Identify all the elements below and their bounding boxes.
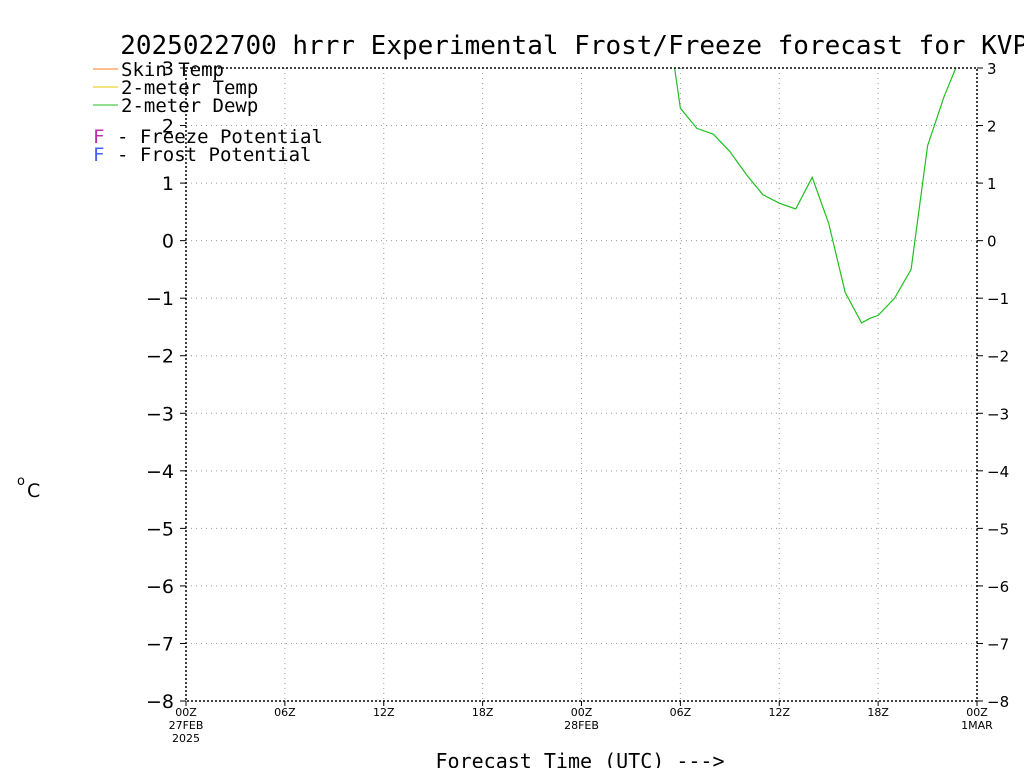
ytick-label-right: −7 bbox=[987, 635, 1009, 653]
ytick-label-left: 2 bbox=[162, 116, 174, 138]
xtick-label: 06Z bbox=[670, 706, 692, 719]
xtick-label: 00Z bbox=[571, 706, 593, 719]
x-axis-label: Forecast Time (UTC) ---> bbox=[436, 749, 725, 768]
ytick-label-right: −6 bbox=[987, 578, 1009, 596]
legend-label-2m-temp: 2-meter Temp bbox=[121, 77, 258, 99]
ytick-label-right: 1 bbox=[987, 175, 997, 193]
xtick-label: 12Z bbox=[768, 706, 790, 719]
xtick-label: 18Z bbox=[472, 706, 494, 719]
ytick-label-right: −8 bbox=[987, 693, 1009, 711]
chart-title: 2025022700 hrrr Experimental Frost/Freez… bbox=[120, 31, 1024, 61]
ytick-label-left: −1 bbox=[146, 288, 174, 310]
ytick-label-left: −8 bbox=[146, 691, 174, 713]
ytick-label-right: −2 bbox=[987, 348, 1009, 366]
ytick-label-right: −4 bbox=[987, 463, 1009, 481]
ytick-label-left: −4 bbox=[146, 461, 174, 483]
legend-frost-label: - Frost Potential bbox=[117, 144, 311, 166]
legend: Skin Temp 2-meter Temp 2-meter Dewp F - … bbox=[93, 59, 323, 166]
ytick-label-right: −1 bbox=[987, 290, 1009, 308]
grid bbox=[186, 68, 977, 701]
xtick-label: 1MAR bbox=[961, 719, 993, 732]
legend-freeze-letter: F bbox=[93, 126, 104, 148]
legend-label-skin-temp: Skin Temp bbox=[121, 59, 224, 81]
ytick-label-left: 0 bbox=[162, 231, 174, 253]
ytick-label-left: 3 bbox=[162, 58, 174, 80]
legend-frost-letter: F bbox=[93, 144, 104, 166]
ytick-label-left: −5 bbox=[146, 518, 174, 540]
xtick-label: 27FEB bbox=[169, 719, 204, 732]
ytick-label-left: −2 bbox=[146, 346, 174, 368]
legend-label-2m-dewp: 2-meter Dewp bbox=[121, 95, 258, 117]
y-axis-right: 3 2 1 0 −1 −2 −3 −4 −5 −6 −7 −8 bbox=[977, 60, 1009, 711]
ytick-label-right: −3 bbox=[987, 405, 1009, 423]
ytick-label-right: 2 bbox=[987, 118, 997, 136]
xtick-label: 18Z bbox=[867, 706, 889, 719]
xtick-label: 06Z bbox=[274, 706, 296, 719]
xtick-label: 28FEB bbox=[564, 719, 599, 732]
ytick-label-right: −5 bbox=[987, 520, 1009, 538]
xtick-label: 00Z bbox=[175, 706, 197, 719]
series-line-2m-dewp bbox=[673, 68, 957, 324]
ytick-label-right: 3 bbox=[987, 60, 997, 78]
ytick-label-right: 0 bbox=[987, 233, 997, 251]
y-axis-unit-letter: C bbox=[27, 480, 40, 502]
y-axis-unit-degree: o bbox=[17, 474, 25, 489]
xtick-label: 2025 bbox=[172, 732, 200, 745]
xtick-label: 00Z bbox=[966, 706, 988, 719]
xtick-label: 12Z bbox=[373, 706, 395, 719]
ytick-label-left: 1 bbox=[162, 173, 174, 195]
ytick-label-left: −6 bbox=[146, 576, 174, 598]
ytick-label-left: −3 bbox=[146, 403, 174, 425]
ytick-label-left: −7 bbox=[146, 633, 174, 655]
y-axis-left: 3 2 1 0 −1 −2 −3 −4 −5 −6 −7 −8 bbox=[146, 58, 186, 713]
legend-freeze-label: - Freeze Potential bbox=[117, 126, 323, 148]
series-layer bbox=[673, 68, 957, 324]
